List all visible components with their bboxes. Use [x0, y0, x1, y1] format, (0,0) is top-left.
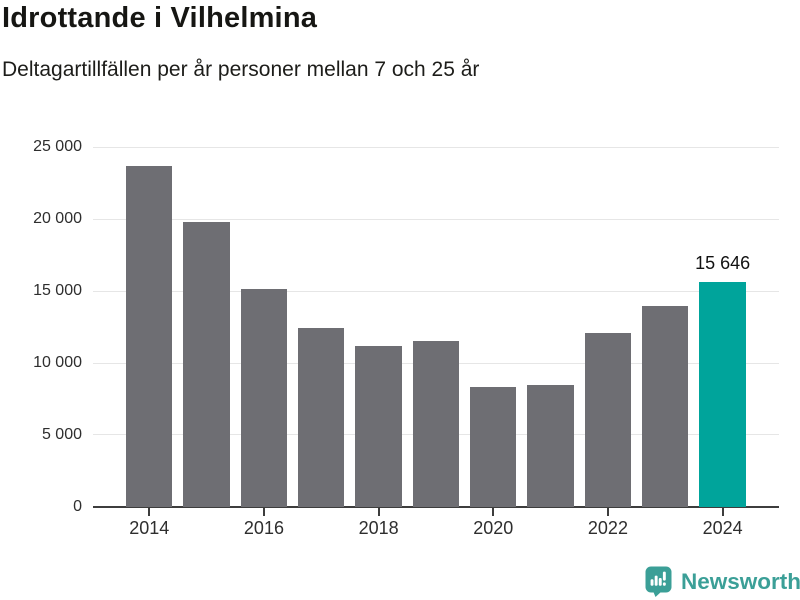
bar-2018: [355, 345, 402, 507]
bar-2023: [642, 306, 689, 507]
x-axis-label: 2018: [358, 518, 399, 538]
newsworthy-logo-icon: [645, 566, 672, 597]
x-axis-label: 2022: [587, 518, 628, 538]
brand-footer: Newsworthy: [645, 566, 800, 597]
page-title: Idrottande i Vilhelmina: [2, 2, 318, 34]
bar-2016: [240, 288, 288, 507]
bar-2020: [470, 387, 517, 507]
x-axis-tick: [377, 507, 380, 516]
x-axis-label: 2016: [243, 518, 284, 538]
x-axis-tick: [148, 507, 151, 516]
chart-subtitle: Deltagartillfällen per år personer mella…: [2, 58, 480, 81]
gridline: [93, 146, 779, 148]
bar-2021: [527, 384, 574, 507]
x-axis-tick: [492, 507, 495, 516]
y-axis-label: 15 000: [33, 282, 82, 300]
gridline: [93, 218, 779, 220]
brand-name: Newsworthy: [681, 568, 800, 594]
bar-2017: [298, 328, 345, 507]
y-axis-label: 25 000: [33, 138, 82, 156]
x-axis-tick: [606, 507, 609, 516]
y-axis-label: 20 000: [33, 210, 82, 228]
x-axis-tick: [721, 507, 724, 516]
bar-2019: [412, 340, 460, 507]
x-axis-tick: [262, 507, 265, 516]
bar-2014: [126, 165, 173, 507]
x-axis-label: 2020: [473, 518, 514, 538]
bar-2015: [183, 222, 230, 507]
y-axis-label: 5 000: [41, 425, 82, 443]
bar-2022: [584, 332, 632, 507]
y-axis-label: 0: [73, 497, 82, 515]
x-axis-label: 2024: [702, 518, 743, 538]
bar-2024: [699, 281, 746, 507]
gridline: [93, 290, 779, 292]
x-axis-label: 2014: [129, 518, 170, 538]
y-axis-label: 10 000: [33, 354, 82, 371]
x-axis-line: [93, 505, 779, 508]
bar-value-label: 15 646: [695, 252, 751, 273]
